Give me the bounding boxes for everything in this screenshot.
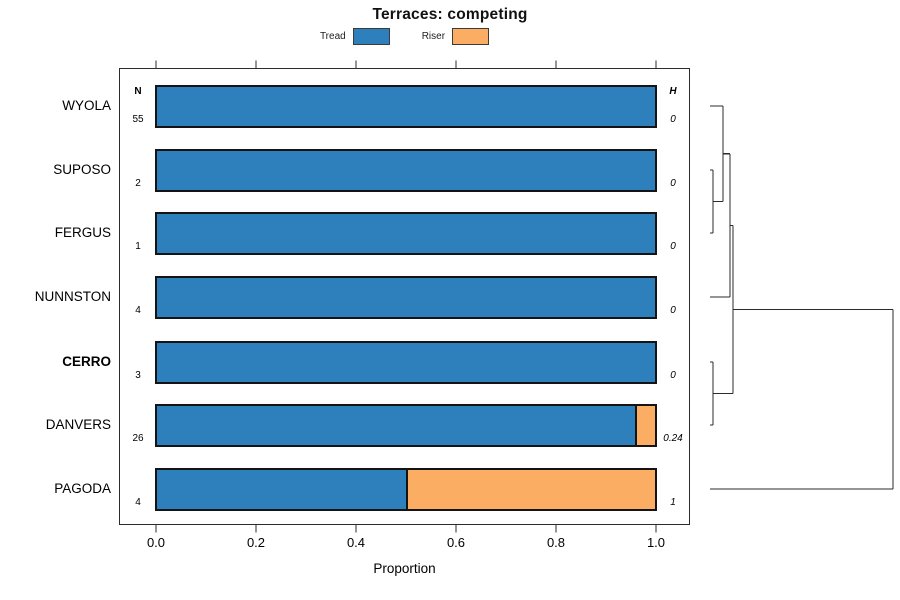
row-label-suposo: SUPOSO bbox=[53, 162, 111, 177]
n-value: 4 bbox=[135, 305, 141, 316]
row-label-danvers: DANVERS bbox=[45, 417, 111, 432]
stacked-bar-cerro bbox=[155, 341, 657, 384]
row-label-cerro: CERRO bbox=[62, 354, 111, 369]
h-value: 0.24 bbox=[663, 433, 683, 444]
h-column-header: H bbox=[669, 86, 677, 97]
riser-segment bbox=[406, 470, 655, 509]
n-value: 55 bbox=[132, 114, 144, 125]
legend: Tread Riser bbox=[119, 26, 690, 46]
tread-segment bbox=[157, 151, 655, 190]
legend-item-riser: Riser bbox=[421, 27, 490, 45]
x-tick-label: 0.0 bbox=[146, 535, 166, 550]
h-value: 0 bbox=[670, 114, 676, 125]
tread-segment bbox=[157, 87, 655, 126]
tread-segment bbox=[157, 470, 406, 509]
row-label-wyola: WYOLA bbox=[62, 98, 111, 113]
h-value: 0 bbox=[670, 178, 676, 189]
x-tick-label: 1.0 bbox=[646, 535, 666, 550]
h-value: 0 bbox=[670, 305, 676, 316]
stacked-bar-suposo bbox=[155, 149, 657, 192]
legend-swatch bbox=[452, 27, 490, 45]
stacked-bar-nunnston bbox=[155, 276, 657, 319]
stacked-bar-fergus bbox=[155, 212, 657, 255]
tread-segment bbox=[157, 278, 655, 317]
plot-area bbox=[119, 68, 690, 525]
n-column-header: N bbox=[134, 86, 142, 97]
riser-segment bbox=[635, 406, 655, 445]
h-value: 1 bbox=[670, 497, 676, 508]
n-value: 3 bbox=[135, 370, 141, 381]
x-axis-label: Proportion bbox=[373, 561, 436, 576]
legend-label: Tread bbox=[319, 30, 346, 42]
row-label-pagoda: PAGODA bbox=[54, 481, 111, 496]
legend-item-tread: Tread bbox=[319, 27, 390, 45]
n-value: 4 bbox=[135, 497, 141, 508]
x-tick-label: 0.4 bbox=[346, 535, 366, 550]
row-label-nunnston: NUNNSTON bbox=[34, 289, 111, 304]
tread-segment bbox=[157, 343, 655, 382]
legend-swatch bbox=[352, 27, 390, 45]
stacked-bar-wyola bbox=[155, 85, 657, 128]
stacked-bar-danvers bbox=[155, 404, 657, 447]
chart-title: Terraces: competing bbox=[372, 6, 528, 23]
h-value: 0 bbox=[670, 370, 676, 381]
legend-label: Riser bbox=[421, 30, 446, 42]
n-value: 2 bbox=[135, 178, 141, 189]
row-label-fergus: FERGUS bbox=[54, 225, 111, 240]
x-tick-label: 0.6 bbox=[446, 535, 466, 550]
x-tick-label: 0.2 bbox=[246, 535, 266, 550]
tread-segment bbox=[157, 406, 636, 445]
x-tick-label: 0.8 bbox=[546, 535, 566, 550]
h-value: 0 bbox=[670, 241, 676, 252]
tread-segment bbox=[157, 214, 655, 253]
stacked-bar-pagoda bbox=[155, 468, 657, 511]
n-value: 26 bbox=[132, 433, 144, 444]
n-value: 1 bbox=[135, 241, 141, 252]
